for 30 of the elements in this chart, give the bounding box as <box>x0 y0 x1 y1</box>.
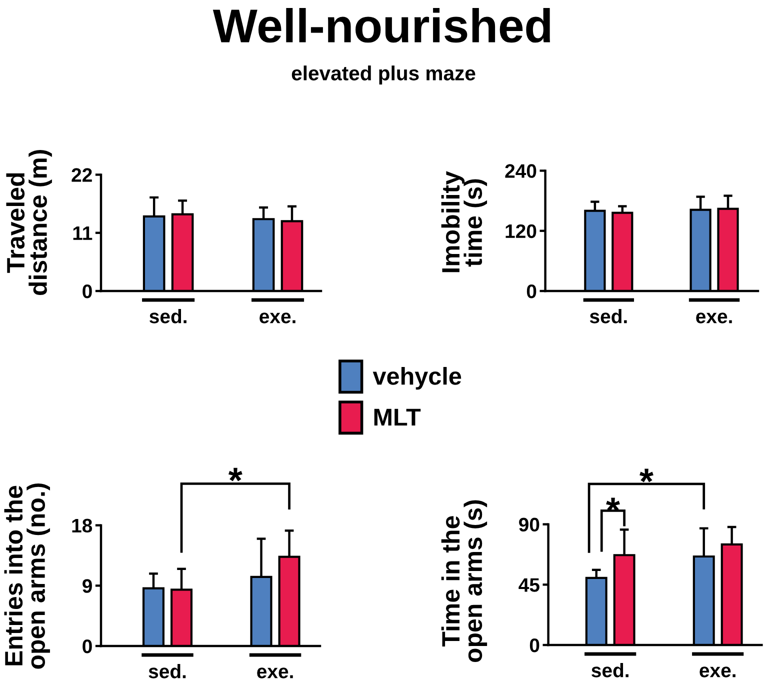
y-tick-label: 22 <box>72 168 92 182</box>
x-tick-label: sed. <box>148 664 186 678</box>
x-tick-label: sed. <box>592 663 628 678</box>
y-tick-label: 11 <box>73 226 92 240</box>
text: elevated plus maze <box>292 66 476 84</box>
y-tick-label: 18 <box>72 518 92 533</box>
y-tick-label: 0 <box>526 284 536 298</box>
legend-label: MLT <box>374 408 421 426</box>
y-tick-label: 120 <box>506 224 536 238</box>
chart-title: Well-nourished <box>212 8 550 43</box>
legend-label: vehycle <box>372 366 462 390</box>
y-tick-label: 9 <box>82 579 92 593</box>
y-tick-label: 0 <box>82 639 92 654</box>
x-tick-label: exe. <box>257 668 293 678</box>
y-axis-title: Time in the open arms (s) <box>441 500 488 662</box>
y-tick-label: 0 <box>530 638 540 652</box>
x-tick-label: exe. <box>696 312 732 324</box>
x-tick-label: sed. <box>590 309 627 324</box>
y-axis-title: Traveled distance (m) <box>6 150 52 295</box>
y-axis-title: Imobility time (s) <box>441 171 488 272</box>
text: * <box>640 468 654 482</box>
text: * <box>228 468 242 482</box>
y-tick-label: 90 <box>519 518 540 532</box>
y-tick-label: 0 <box>82 284 92 298</box>
y-axis-title: Entries into the open arms (no.) <box>4 483 50 669</box>
y-tick-label: 45 <box>518 578 540 592</box>
y-tick-label: 240 <box>505 164 536 178</box>
x-tick-label: exe. <box>700 666 736 678</box>
x-tick-label: exe. <box>260 312 296 324</box>
x-tick-label: sed. <box>150 309 186 324</box>
